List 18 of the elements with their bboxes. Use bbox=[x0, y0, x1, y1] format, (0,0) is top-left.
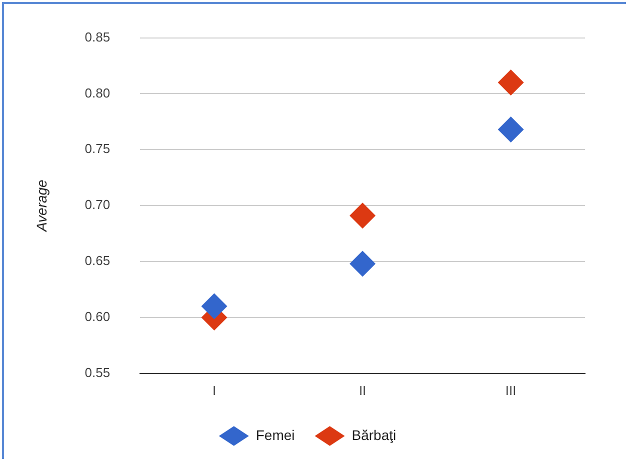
y-tick-label: 0.85 bbox=[84, 29, 110, 44]
y-tick-label: 0.70 bbox=[84, 197, 110, 212]
legend-label: Femei bbox=[256, 426, 295, 443]
y-tick-label: 0.60 bbox=[84, 309, 110, 324]
x-tick-label: II bbox=[358, 382, 366, 398]
y-tick-label: 0.80 bbox=[84, 85, 110, 100]
point bbox=[350, 202, 376, 229]
y-tick-label: 0.55 bbox=[84, 364, 110, 380]
x-tick-label: I bbox=[212, 382, 216, 398]
x-tick-label: III bbox=[505, 382, 516, 398]
point bbox=[201, 293, 228, 320]
y-tick-label: 0.65 bbox=[84, 253, 110, 268]
y-axis-title: Average bbox=[33, 179, 50, 233]
y-tick-label: 0.75 bbox=[84, 141, 110, 156]
point bbox=[498, 70, 524, 96]
point bbox=[498, 116, 524, 143]
legend-label: Bărbaţi bbox=[352, 426, 396, 443]
point bbox=[350, 250, 376, 277]
